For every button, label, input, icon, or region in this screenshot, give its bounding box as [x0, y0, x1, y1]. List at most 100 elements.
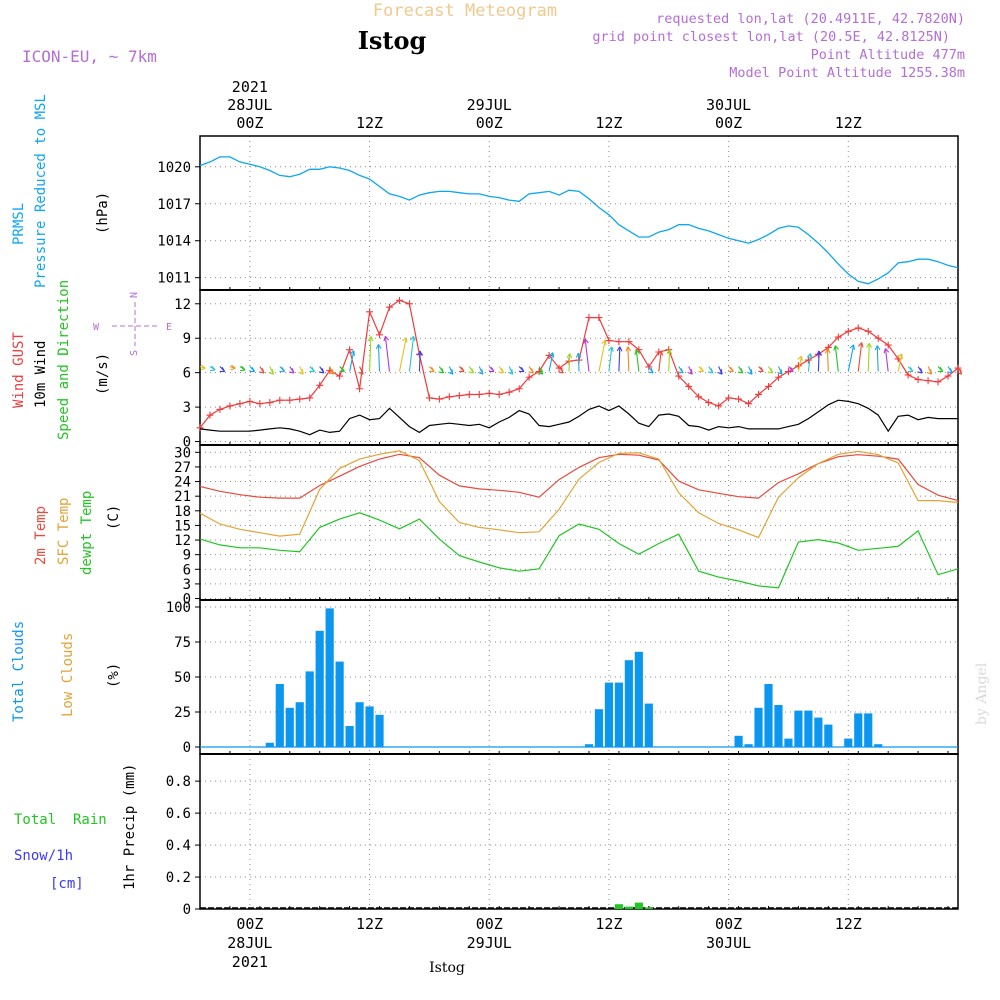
gust-point [366, 308, 374, 316]
wind-arrow-head [448, 369, 454, 375]
gust-point [615, 338, 623, 346]
temp-ytick-label-10: 30 [174, 445, 191, 461]
wind-arrow-head [477, 369, 484, 375]
wind-arrow [548, 352, 554, 372]
wind-arrow [817, 351, 820, 372]
wind-arrow-head [488, 366, 495, 373]
wind-ytick-label-4: 12 [174, 297, 191, 313]
temp-dewpt-label: dewpt Temp [79, 491, 95, 575]
gust-point [386, 303, 393, 311]
wind-arrow-head [815, 350, 822, 356]
gust-point [605, 337, 613, 345]
bottom-date-year: 2021 [232, 953, 268, 971]
wind-arrow-head [309, 366, 315, 373]
wind-arrow-head [268, 369, 274, 375]
wind-ytick-label-3: 9 [183, 331, 191, 347]
total-clouds-label: Total Clouds [11, 621, 27, 722]
wind-arrow-head [698, 366, 704, 373]
gust-point [774, 373, 782, 381]
wind-arrow-head [956, 369, 963, 375]
gust-point [286, 396, 294, 404]
gust-point [206, 411, 214, 419]
wind-arrow-head [657, 350, 664, 356]
wind-arrow-head [402, 337, 408, 343]
wind-arrow-head [230, 364, 236, 371]
cloud-bar [784, 738, 793, 747]
cloud-bar [854, 713, 863, 747]
wind-arrow [668, 349, 671, 372]
temp-dewpt-line [199, 512, 959, 589]
cloud-bar [265, 742, 274, 747]
wind-ytick-label-2: 6 [183, 366, 191, 382]
wind-arrow-head [566, 353, 573, 359]
cloud-bar [584, 744, 594, 747]
wind-arrow-head [537, 369, 544, 375]
bottom-time-label: 00Z [236, 915, 263, 933]
clouds-ytick-label-4: 100 [166, 600, 191, 616]
gust-point [725, 394, 733, 402]
gust-point [216, 405, 224, 413]
wind-arrow-head [583, 338, 589, 344]
rain-bar [634, 902, 643, 909]
wind-arrow [876, 345, 879, 372]
precip-panel: 0 0.2 0.4 0.6 0.8 [166, 753, 959, 918]
wind-arrow-head [468, 368, 475, 374]
wind-arrow-head [677, 368, 684, 374]
wind-arrow [568, 353, 571, 372]
bottom-date-day: 30JUL [706, 934, 751, 952]
wind-arrow-head [298, 369, 304, 375]
top-time-label: 12Z [595, 114, 622, 132]
wind-arrow-head [747, 369, 753, 375]
wind-ytick-label-0: 0 [183, 435, 191, 451]
wind-arrow [618, 346, 621, 372]
wind-arrow-head [717, 369, 723, 375]
wind-arrow-head [339, 366, 345, 373]
gust-point [465, 390, 473, 398]
grid-point-coords: grid point closest lon,lat (20.5E, 42.81… [592, 29, 950, 45]
gust-point [884, 341, 892, 349]
wind-arrow-head [616, 346, 623, 352]
gust-point [356, 385, 364, 393]
pressure-labels: PRMSL Pressure Reduced to MSL (hPa) [11, 94, 111, 288]
wind-arrow-head [240, 365, 246, 372]
wind-arrow-head [548, 352, 555, 358]
cloud-bar [624, 660, 633, 747]
wind-arrow-head [758, 366, 764, 373]
wind-arrow-head [687, 369, 693, 375]
top-date-day: 29JUL [467, 96, 512, 114]
cloud-bar [604, 682, 614, 747]
wind-arrow-head [383, 335, 390, 342]
wind-arrow-head [288, 368, 295, 374]
wind-dir-label: Speed and Direction [56, 280, 72, 440]
gust-point [944, 372, 952, 380]
cloud-bar [754, 707, 763, 747]
wind-arrow-head [200, 364, 206, 371]
wind-arrow-head [777, 369, 783, 375]
wind-arrow-head [634, 349, 641, 355]
gust-point [495, 390, 503, 398]
top-time-label: 12Z [356, 114, 383, 132]
wind-arrow-head [498, 368, 504, 374]
gust-point [794, 362, 802, 370]
cloud-bar [734, 735, 743, 747]
wind-arrow-head [833, 345, 839, 351]
wind-arrow-head [518, 366, 525, 373]
wind-arrow-head [648, 368, 654, 374]
compass-w: W [93, 322, 100, 333]
gust-point [914, 376, 922, 384]
pressure-line [199, 156, 959, 285]
gust-point [336, 372, 344, 380]
temp-sfc-label: SFC Temp [56, 498, 72, 565]
wind-arrow-head [797, 355, 803, 362]
temp-ytick-label-5: 15 [174, 518, 191, 534]
wind-arrow [826, 348, 829, 372]
bottom-time-label: 12Z [835, 915, 862, 933]
wind-arrow-head [219, 366, 226, 373]
gust-point [735, 395, 743, 403]
wind-ytick-label-1: 3 [183, 400, 191, 416]
temp-2m-line [199, 453, 959, 502]
bottom-time-label: 00Z [476, 915, 503, 933]
precip-frame [199, 753, 959, 910]
wind-unit: (m/s) [95, 353, 111, 395]
wind-arrow-head [375, 344, 382, 350]
